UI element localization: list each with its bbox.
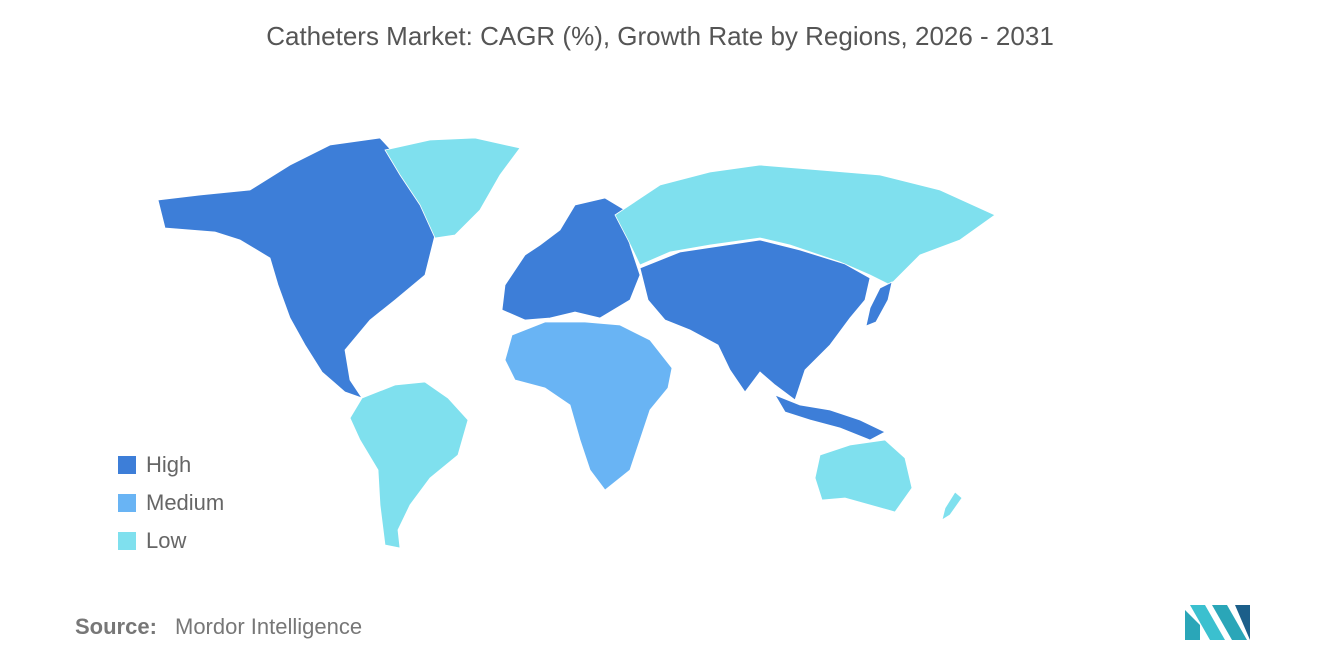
world-map: [157, 137, 996, 549]
source-label: Source:: [75, 614, 157, 639]
north-america: [157, 137, 436, 399]
logo-part: [1235, 605, 1250, 640]
new-zealand: [941, 491, 963, 521]
legend-label: Low: [146, 528, 186, 553]
asia: [639, 239, 871, 401]
greenland: [384, 137, 521, 239]
logo-part: [1212, 605, 1247, 640]
legend-swatch: [118, 456, 136, 474]
legend-swatch: [118, 532, 136, 550]
europe: [501, 197, 641, 321]
legend: High Medium Low: [118, 452, 224, 553]
southeast-asia: [774, 394, 886, 441]
source-text: Mordor Intelligence: [175, 614, 362, 639]
logo-part: [1185, 610, 1200, 640]
australia: [814, 439, 913, 513]
russia: [614, 164, 996, 286]
title: Catheters Market: CAGR (%), Growth Rate …: [266, 21, 1054, 51]
south-america: [349, 381, 469, 549]
japan: [865, 281, 893, 327]
logo: [1185, 605, 1250, 640]
legend-label: High: [146, 452, 191, 477]
logo-part: [1190, 605, 1225, 640]
africa-middle-east: [504, 321, 673, 491]
legend-swatch: [118, 494, 136, 512]
legend-label: Medium: [146, 490, 224, 515]
